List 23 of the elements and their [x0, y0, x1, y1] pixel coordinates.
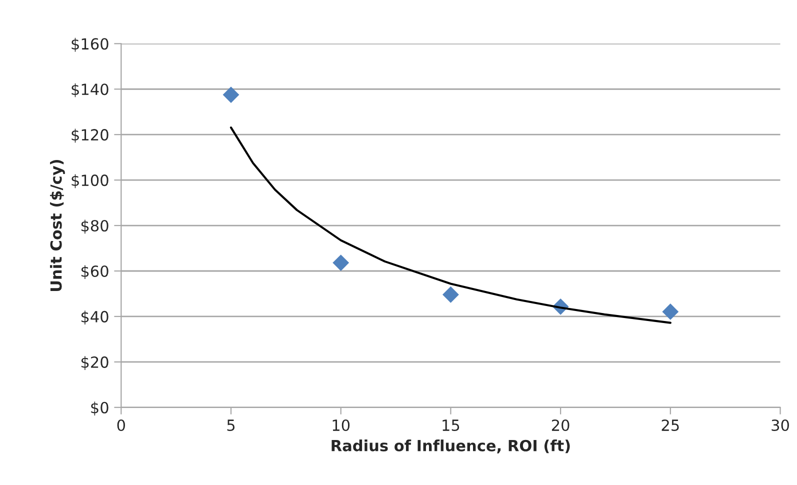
y-tick-label: $100 — [72, 174, 108, 188]
point — [222, 86, 240, 104]
y-tick-label: $160 — [72, 38, 108, 52]
x-tick-label: 20 — [552, 419, 570, 432]
point — [442, 286, 459, 303]
x-tick-label: 0 — [117, 419, 125, 432]
y-tick-label: $80 — [81, 220, 108, 234]
point — [332, 254, 350, 272]
y-tick-label: $60 — [81, 265, 108, 280]
line-series — [230, 126, 672, 324]
x-tick-label: 15 — [442, 420, 460, 432]
point — [662, 303, 679, 320]
y-tick-label: $140 — [72, 83, 108, 98]
x-tick-label: 10 — [332, 419, 350, 432]
x-tick-label: 25 — [662, 419, 679, 432]
y-tick-label: $0 — [91, 402, 108, 416]
y-tick-label: $120 — [72, 128, 108, 143]
y-tick-label: $20 — [81, 356, 108, 370]
y-axis-title: Unit Cost ($/cy) — [50, 160, 65, 291]
x-tick-label: 5 — [227, 420, 235, 432]
x-tick-label: 30 — [772, 419, 789, 432]
y-tick-label: $40 — [81, 310, 108, 325]
x-axis-title: Radius of Influence, ROI (ft) — [332, 440, 570, 454]
